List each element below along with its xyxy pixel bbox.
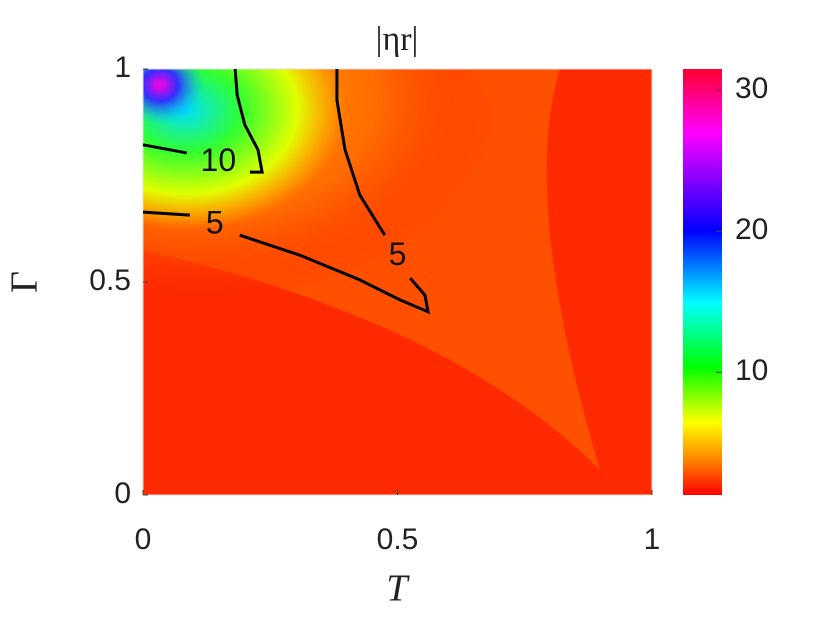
colorbar-tick-label: 20 — [735, 213, 768, 246]
contour-label: 5 — [206, 205, 224, 241]
x-tick-label: 1 — [644, 523, 661, 556]
y-tick-label: 0 — [114, 477, 131, 510]
y-tick-label: 0.5 — [89, 264, 131, 297]
contour-line — [142, 69, 431, 315]
colorbar-tick-label: 30 — [735, 72, 768, 105]
x-tick-label: 0.5 — [377, 523, 419, 556]
chart-title: |ηr| — [376, 21, 419, 58]
contour-label: 10 — [201, 142, 237, 178]
contour-label: 5 — [389, 236, 407, 272]
colorbar-tick-label: 10 — [735, 354, 768, 387]
x-tick-label: 0 — [135, 523, 152, 556]
contour-line — [142, 68, 264, 174]
heatmap — [143, 69, 652, 495]
x-axis-label: T — [386, 568, 410, 610]
colorbar — [683, 69, 722, 495]
y-tick-label: 1 — [114, 51, 131, 84]
y-axis-label: Γ — [4, 271, 46, 293]
